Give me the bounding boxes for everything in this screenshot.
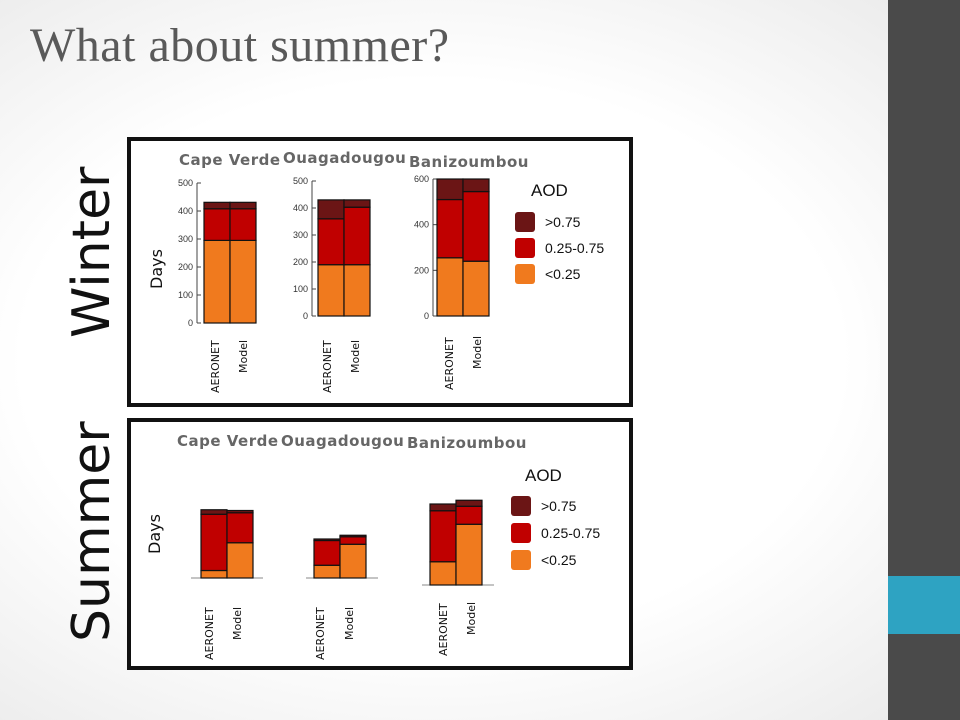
summer-cat-model-1: Model	[231, 606, 244, 640]
summer-site-2-bar-1-high	[455, 499, 483, 507]
winter-ytick-label-0-3: 200	[178, 262, 193, 272]
winter-ytick-label-2-1: 400	[414, 220, 429, 230]
winter-site-0-bar-1-high	[229, 201, 257, 210]
winter-site-ouagadougou: Ouagadougou	[283, 149, 407, 167]
summer-site-1-bar-1-low	[339, 543, 367, 579]
legend-swatch-high	[511, 496, 531, 516]
summer-site-0-bar-0-low	[200, 569, 228, 579]
winter-site-cape-verde: Cape Verde	[179, 151, 281, 169]
legend-label-high: >0.75	[541, 498, 577, 514]
winter-cat-model-1: Model	[237, 339, 250, 373]
winter-cat-aeronet-1: AERONET	[209, 340, 222, 393]
winter-site-0-bar-1-mid	[229, 208, 257, 242]
summer-legend-item-high: >0.75	[511, 496, 576, 516]
winter-legend-item-mid: 0.25-0.75	[515, 238, 604, 258]
summer-site-1-bar-1-mid	[339, 536, 367, 545]
winter-legend-title: AOD	[531, 181, 568, 200]
summer-site-2-bar-0-high	[429, 503, 457, 512]
winter-ytick-label-1-3: 200	[293, 257, 308, 267]
summer-site-2-bar-1-mid	[455, 505, 483, 525]
legend-label-high: >0.75	[545, 214, 581, 230]
winter-site-0-bar-1-low	[229, 239, 257, 324]
summer-site-1-bar-1-high	[339, 534, 367, 538]
winter-site-1-bar-0-mid	[317, 218, 345, 266]
winter-ytick-label-1-4: 100	[293, 284, 308, 294]
winter-ytick-label-1-5: 0	[303, 311, 308, 321]
winter-site-0-bar-0-high	[203, 201, 231, 210]
winter-site-2-bar-1-mid	[462, 190, 490, 262]
summer-site-ouagadougou: Ouagadougou	[281, 432, 405, 450]
summer-chart	[191, 499, 494, 586]
summer-site-0-bar-1-low	[226, 542, 254, 579]
winter-site-1-bar-0-low	[317, 264, 345, 317]
winter-cat-aeronet-2: AERONET	[321, 340, 334, 393]
winter-label: Winter	[62, 166, 122, 338]
summer-cat-aeronet-1: AERONET	[203, 607, 216, 660]
summer-chart-panel: Cape Verde Ouagadougou Banizoumbou Days …	[127, 418, 633, 670]
winter-site-2-bar-0-low	[436, 257, 464, 317]
winter-site-banizoumbou: Banizoumbou	[409, 153, 529, 171]
winter-ytick-label-2-0: 600	[414, 174, 429, 184]
winter-site-1-bar-1-mid	[343, 206, 371, 266]
summer-site-1-bar-0-high	[313, 538, 341, 542]
legend-swatch-high	[515, 212, 535, 232]
winter-site-2-bar-0-mid	[436, 198, 464, 259]
summer-cat-model-3: Model	[465, 601, 478, 635]
winter-cat-model-2: Model	[349, 339, 362, 373]
summer-label: Summer	[62, 421, 122, 642]
winter-site-1-bar-1-low	[343, 264, 371, 317]
summer-site-1-bar-0-mid	[313, 539, 341, 566]
summer-site-2-bar-0-mid	[429, 510, 457, 563]
winter-site-1-bar-0-high	[317, 199, 345, 220]
winter-ytick-label-1-0: 500	[293, 176, 308, 186]
winter-ytick-label-0-5: 0	[188, 318, 193, 328]
legend-label-mid: 0.25-0.75	[545, 240, 605, 256]
summer-site-1-bar-0-low	[313, 564, 341, 579]
sidebar-accent-bar	[888, 576, 960, 634]
winter-site-2-bar-0-high	[436, 178, 464, 201]
legend-swatch-mid	[511, 523, 531, 543]
winter-ytick-label-0-0: 500	[178, 178, 193, 188]
summer-site-0-bar-0-high	[200, 509, 228, 515]
summer-site-0-bar-1-high	[226, 509, 254, 514]
winter-chart: 500 400 300 200 100 0 500 400 300 200 100 0 600 400 20…	[178, 174, 490, 328]
summer-site-0-bar-0-mid	[200, 513, 228, 572]
summer-cat-aeronet-3: AERONET	[437, 603, 450, 656]
winter-ytick-label-0-4: 100	[178, 290, 193, 300]
legend-swatch-low	[515, 264, 535, 284]
legend-swatch-low	[511, 550, 531, 570]
winter-ytick-label-1-1: 400	[293, 203, 308, 213]
summer-site-banizoumbou: Banizoumbou	[407, 434, 527, 452]
winter-legend-item-low: <0.25	[515, 264, 580, 284]
winter-site-2-bar-1-high	[462, 178, 490, 193]
slide-title: What about summer?	[30, 19, 450, 72]
winter-ytick-label-1-2: 300	[293, 230, 308, 240]
legend-label-mid: 0.25-0.75	[541, 525, 601, 541]
winter-ytick-label-2-3: 0	[424, 311, 429, 321]
summer-legend-item-low: <0.25	[511, 550, 576, 570]
summer-legend-title: AOD	[525, 466, 562, 485]
winter-cat-aeronet-3: AERONET	[443, 337, 456, 390]
summer-cat-aeronet-2: AERONET	[314, 607, 327, 660]
legend-swatch-mid	[515, 238, 535, 258]
summer-site-2-bar-0-low	[429, 561, 457, 586]
summer-cat-model-2: Model	[343, 606, 356, 640]
summer-site-0-bar-1-mid	[226, 512, 254, 544]
winter-site-1-bar-1-high	[343, 199, 371, 208]
winter-chart-panel: Cape Verde Ouagadougou Banizoumbou Days …	[127, 137, 633, 407]
legend-label-low: <0.25	[545, 266, 581, 282]
winter-site-2-bar-1-low	[462, 260, 490, 317]
winter-site-0-bar-0-low	[203, 239, 231, 324]
legend-label-low: <0.25	[541, 552, 577, 568]
winter-cat-model-3: Model	[471, 335, 484, 369]
winter-ytick-label-2-2: 200	[414, 265, 429, 275]
summer-site-2-bar-1-low	[455, 523, 483, 586]
winter-ytick-label-0-2: 300	[178, 234, 193, 244]
summer-legend-item-mid: 0.25-0.75	[511, 523, 600, 543]
winter-ytick-label-0-1: 400	[178, 206, 193, 216]
winter-site-0-bar-0-mid	[203, 208, 231, 242]
winter-legend-item-high: >0.75	[515, 212, 580, 232]
summer-site-cape-verde: Cape Verde	[177, 432, 279, 450]
